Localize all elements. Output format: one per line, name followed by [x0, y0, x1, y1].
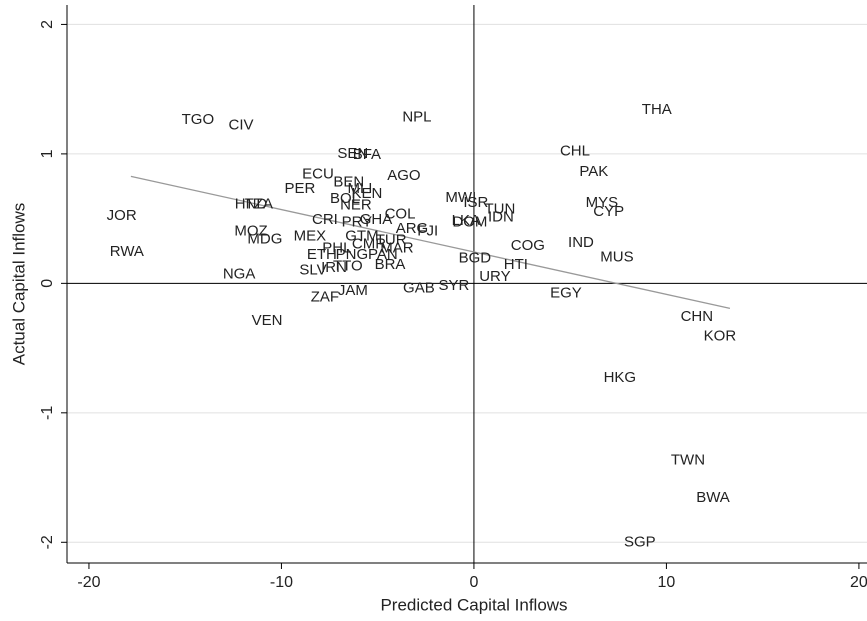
x-tick-label: 0 [469, 574, 478, 591]
point-label: GTM [345, 228, 378, 245]
y-tick-label: -2 [39, 535, 56, 549]
point-label: EGY [550, 285, 582, 302]
point-label: ARG [396, 220, 429, 237]
fit-line [130, 175, 731, 309]
point-label: FJI [417, 223, 438, 240]
point-label: THA [642, 101, 672, 118]
point-label: JOR [107, 207, 137, 224]
point-label: HND [235, 195, 268, 212]
y-tick-label: -1 [39, 406, 56, 420]
point-label: CIV [229, 116, 254, 133]
point-label: HTI [504, 256, 528, 273]
point-label: KEN [351, 185, 382, 202]
x-tick-label: 20 [850, 574, 867, 591]
point-label: SLV [299, 261, 326, 278]
point-label: PAK [579, 163, 608, 180]
point-label: AGO [387, 167, 420, 184]
point-label: SYR [438, 277, 469, 294]
point-label: CMR [352, 235, 386, 252]
point-label: IND [568, 234, 594, 251]
point-label: TUR [376, 232, 407, 249]
x-tick-label: 10 [658, 574, 676, 591]
point-label: MYS [586, 194, 619, 211]
point-label: MWI [445, 189, 476, 206]
point-label: CYP [593, 203, 624, 220]
point-label: KOR [704, 327, 737, 344]
point-label: IRN [321, 259, 347, 276]
point-label: URY [479, 268, 510, 285]
point-label: PER [284, 180, 315, 197]
point-label: PRY [342, 213, 373, 230]
point-label: BWA [696, 489, 730, 506]
y-axis-label: Actual Capital Inflows [9, 203, 28, 366]
point-label: MLI [347, 180, 372, 197]
point-label: PAN [368, 246, 398, 263]
point-label: GHA [360, 211, 393, 228]
point-label: LKA [452, 212, 480, 229]
point-label: MUS [600, 248, 633, 265]
point-label: NGA [223, 265, 256, 282]
point-label: IDN [488, 208, 514, 225]
point-label: BRA [375, 256, 406, 273]
point-label: VEN [252, 312, 283, 329]
point-label: BGD [459, 250, 492, 267]
x-tick-label: -20 [77, 574, 100, 591]
point-label: DOM [452, 213, 487, 230]
point-label: CHL [560, 142, 590, 159]
x-tick-label: -10 [270, 574, 293, 591]
point-label: PNG [336, 246, 369, 263]
point-label: GAB [403, 280, 435, 297]
point-label: COG [511, 237, 545, 254]
point-label: COL [385, 206, 416, 223]
point-label: MEX [294, 228, 327, 245]
point-label: TZA [245, 195, 273, 212]
point-label: MAR [380, 239, 414, 256]
point-label: MDG [247, 230, 282, 247]
x-axis-label: Predicted Capital Inflows [380, 595, 567, 614]
point-label: ISR [463, 194, 488, 211]
point-label: TGO [182, 111, 215, 128]
y-tick-label: 0 [39, 279, 56, 288]
point-label: SGP [624, 533, 656, 550]
point-label: TWN [671, 452, 705, 469]
point-label: CHN [681, 308, 714, 325]
point-label: BOL [330, 190, 360, 207]
y-tick-label: 2 [39, 20, 56, 29]
point-label: ZAF [311, 289, 339, 306]
point-label: SEN [337, 145, 368, 162]
point-label: ETH [307, 246, 337, 263]
point-label: BEN [333, 173, 364, 190]
point-label: TTO [333, 257, 363, 274]
point-label: JAM [338, 282, 368, 299]
point-label: RWA [110, 243, 144, 260]
point-label: CRI [312, 211, 338, 228]
point-label: BFA [353, 146, 381, 163]
y-tick-label: 1 [39, 149, 56, 158]
point-label: MOZ [234, 223, 267, 240]
point-label: NER [340, 197, 372, 214]
point-label: ECU [302, 166, 334, 183]
point-label: NPL [402, 109, 431, 126]
point-label: PHL [322, 239, 351, 256]
point-label: HKG [604, 369, 637, 386]
point-label: TUN [485, 201, 516, 218]
